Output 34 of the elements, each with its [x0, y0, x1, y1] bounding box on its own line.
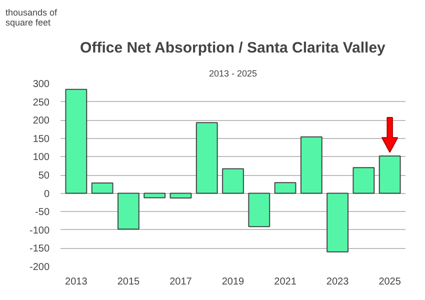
y-tick-label: 0 [44, 188, 50, 200]
bar [144, 192, 166, 198]
bar [300, 136, 322, 194]
bar [326, 192, 348, 252]
x-tick-label: 2013 [65, 276, 88, 288]
chart-title: Office Net Absorption / Santa Clarita Valley [80, 40, 386, 56]
text: thousands of square feet [6, 8, 58, 28]
y-tick-label: 50 [38, 170, 50, 182]
x-tick-label: 2017 [170, 276, 192, 288]
x-tick-label: 2015 [117, 276, 140, 288]
y-tick-label: 200 [32, 116, 50, 127]
bar [170, 192, 192, 199]
bar [248, 192, 270, 228]
y-tick-label: -100 [29, 225, 50, 236]
bar [65, 88, 88, 194]
bar [352, 167, 375, 194]
bar [118, 192, 140, 230]
chart-subtitle: 2013 - 2025 [208, 68, 258, 78]
y-tick-label: -50 [35, 207, 50, 218]
y-tick-label: 100 [32, 152, 50, 164]
y-tick-label: -150 [29, 244, 50, 255]
x-tick-label: 2023 [326, 276, 350, 288]
bar [222, 168, 244, 194]
bar [378, 155, 401, 194]
bar [91, 182, 114, 194]
x-tick-label: 2019 [222, 276, 245, 288]
bar [274, 182, 296, 194]
y-tick-label: -200 [29, 262, 50, 273]
bar [196, 122, 218, 194]
x-tick-label: 2025 [378, 276, 402, 288]
x-tick-label: 2021 [274, 276, 297, 288]
y-tick-label: 150 [32, 134, 50, 145]
y-tick-label: 250 [32, 97, 50, 108]
y-tick-label: 300 [32, 79, 50, 90]
